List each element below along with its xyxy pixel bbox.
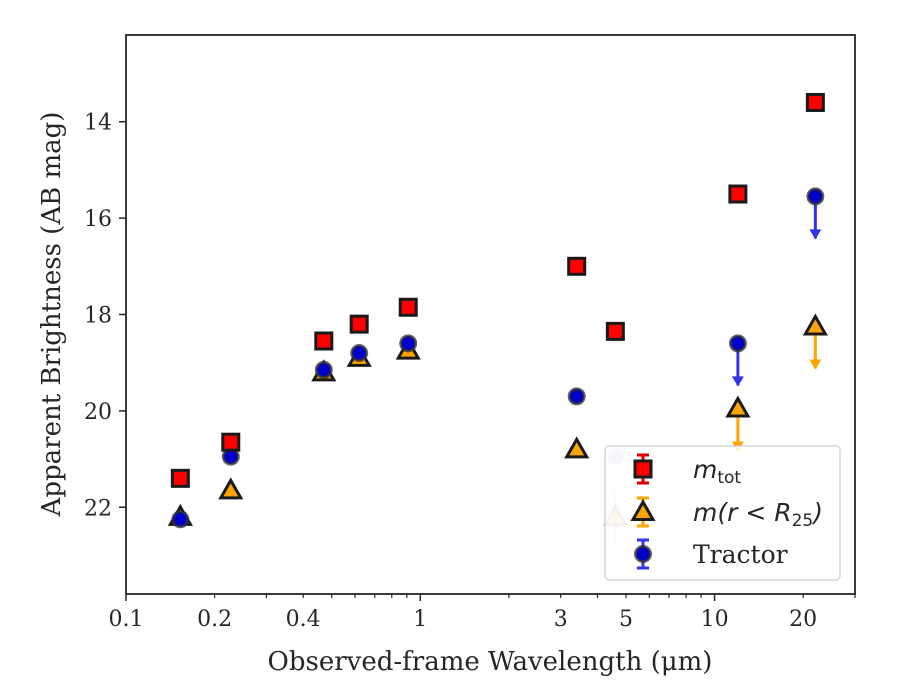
y-tick-label: 16 <box>84 207 112 232</box>
square-marker <box>605 321 625 341</box>
triangle-marker <box>802 313 828 336</box>
legend-box <box>604 445 841 581</box>
series-square <box>170 92 825 488</box>
y-axis: 14 16 18 20 22 <box>84 111 126 521</box>
x-tick-label: 0.4 <box>286 607 321 632</box>
upper-limit-arrowhead <box>731 376 744 387</box>
x-tick-label: 10 <box>701 607 729 632</box>
x-tick-label: 3 <box>554 607 568 632</box>
circle-marker <box>171 510 190 529</box>
square-marker <box>398 297 418 317</box>
x-tick-label: 20 <box>789 607 817 632</box>
circle-marker <box>634 545 652 563</box>
x-tick-label: 1 <box>413 607 427 632</box>
triangle-marker <box>218 477 244 500</box>
circle-marker <box>350 344 369 363</box>
square-marker <box>221 432 241 452</box>
triangle-marker <box>630 498 656 521</box>
y-tick-label: 14 <box>84 111 112 136</box>
y-tick-label: 18 <box>84 304 112 329</box>
square-marker <box>633 459 653 479</box>
circle-marker <box>314 360 333 379</box>
x-tick-label: 5 <box>619 607 633 632</box>
upper-limit-arrowhead <box>809 229 822 240</box>
square-marker <box>170 468 190 488</box>
circle-marker <box>806 187 825 206</box>
legend-label: Tractor <box>693 540 788 569</box>
square-marker <box>349 314 369 334</box>
circle-marker <box>728 334 747 353</box>
triangle-marker <box>564 436 590 459</box>
y-tick-label: 20 <box>84 400 112 425</box>
x-tick-label: 0.1 <box>109 607 144 632</box>
x-axis-label: Observed-frame Wavelength (μm) <box>268 647 713 677</box>
square-marker <box>314 331 334 351</box>
circle-marker <box>567 387 586 406</box>
legend: mtot m(r < R25) Tractor <box>604 445 841 581</box>
x-tick-label: 0.2 <box>197 607 232 632</box>
y-tick-label: 22 <box>84 496 112 521</box>
triangle-marker <box>725 395 751 418</box>
legend-label: mtot <box>693 455 741 488</box>
square-marker <box>728 184 748 204</box>
upper-limit-arrowhead <box>809 359 822 370</box>
y-axis-label: Apparent Brightness (AB mag) <box>37 112 67 518</box>
legend-label: m(r < R25) <box>693 498 823 531</box>
x-axis: 0.1 0.2 0.4 1 3 5 10 20 <box>109 594 856 632</box>
circle-marker <box>399 334 418 353</box>
square-marker <box>567 256 587 276</box>
square-marker <box>805 92 825 112</box>
